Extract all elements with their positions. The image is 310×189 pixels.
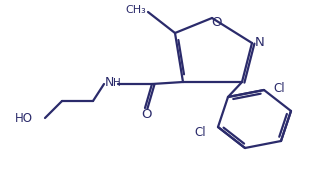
Text: CH₃: CH₃ [125, 5, 146, 15]
Text: N: N [104, 77, 114, 90]
Text: H: H [113, 78, 121, 88]
Text: HO: HO [15, 112, 33, 125]
Text: N: N [255, 36, 265, 49]
Text: O: O [212, 15, 222, 29]
Text: O: O [141, 108, 151, 121]
Text: Cl: Cl [194, 125, 206, 139]
Text: Cl: Cl [273, 81, 285, 94]
